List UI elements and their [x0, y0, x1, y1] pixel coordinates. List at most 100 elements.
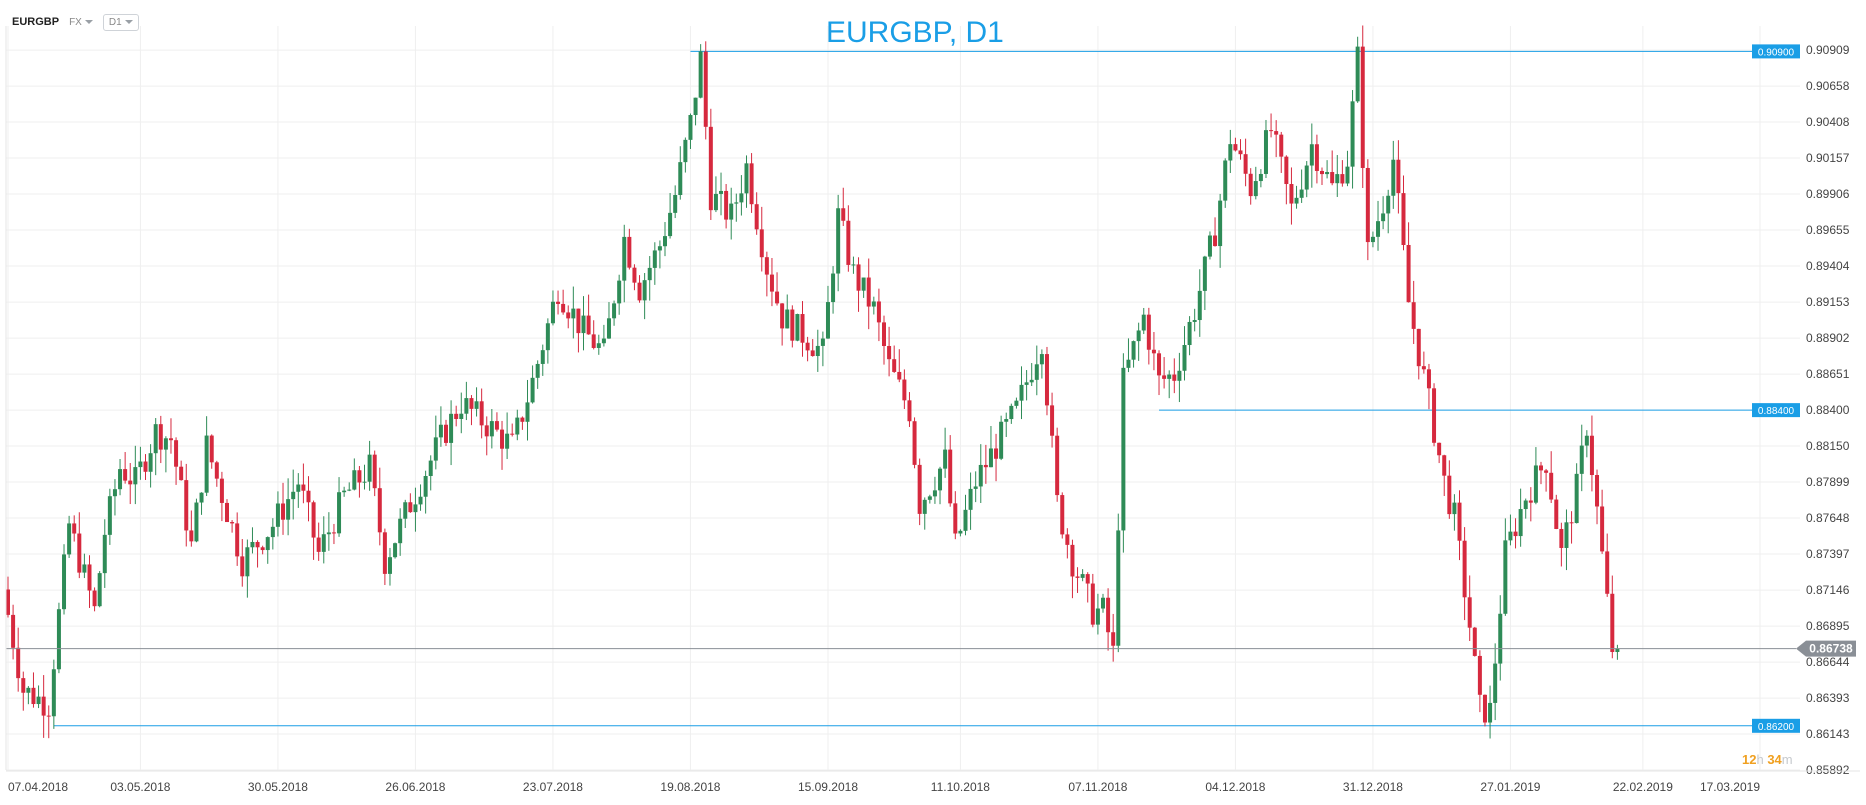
- candle-body: [1493, 663, 1498, 703]
- candle-body: [281, 503, 286, 520]
- bullish-candle: [1223, 158, 1228, 208]
- bearish-candle: [301, 463, 306, 504]
- bullish-candle: [1228, 129, 1233, 173]
- bullish-candle: [1024, 370, 1029, 401]
- bearish-candle: [179, 460, 184, 481]
- candle-body: [321, 534, 326, 552]
- candle-body: [418, 496, 423, 505]
- candle-body: [393, 543, 398, 558]
- bullish-candle: [1218, 193, 1223, 268]
- bullish-candle: [617, 274, 622, 315]
- candle-body: [876, 301, 881, 323]
- bullish-candle: [1309, 123, 1314, 188]
- bearish-candle: [1172, 358, 1177, 394]
- bullish-candle: [1335, 155, 1340, 197]
- candle-body: [510, 433, 515, 435]
- candle-body: [489, 421, 494, 437]
- bullish-candle: [1584, 430, 1589, 458]
- bullish-candle: [1376, 200, 1381, 251]
- candle-body: [1482, 694, 1487, 723]
- candle-body: [871, 301, 876, 307]
- candle-body: [245, 547, 250, 577]
- candle-body: [26, 687, 31, 693]
- level-label: 0.88400: [1758, 406, 1795, 417]
- candle-body: [163, 438, 168, 450]
- candle-body: [780, 303, 785, 329]
- candle-body: [1050, 405, 1055, 436]
- candle-body: [474, 401, 479, 409]
- bullish-candle: [489, 408, 494, 449]
- y-tick-label: 0.89153: [1806, 295, 1850, 309]
- candle-body: [719, 190, 724, 194]
- candle-body: [1263, 130, 1268, 174]
- bullish-candle: [678, 146, 683, 200]
- candle-body: [1101, 597, 1105, 609]
- bullish-candle: [286, 478, 291, 536]
- bearish-candle: [11, 604, 16, 660]
- candle-body: [255, 541, 260, 548]
- candle-body: [1304, 165, 1309, 190]
- market-dropdown[interactable]: FX: [69, 17, 93, 28]
- candle-body: [1421, 366, 1426, 370]
- candle-body: [856, 264, 861, 291]
- candle-body: [525, 402, 530, 422]
- candle-body: [494, 421, 499, 430]
- bearish-candle: [897, 349, 902, 383]
- candle-body: [994, 448, 999, 459]
- candle-body: [331, 532, 336, 534]
- bullish-candle: [1202, 255, 1207, 311]
- candle-body: [759, 229, 764, 258]
- candle-body: [148, 453, 153, 472]
- bullish-candle: [107, 488, 112, 545]
- bullish-candle: [999, 415, 1004, 461]
- bearish-candle: [561, 289, 566, 315]
- candle-body: [1233, 144, 1238, 151]
- candle-body: [927, 496, 932, 500]
- bullish-candle: [26, 686, 31, 705]
- x-tick-label: 07.04.2018: [8, 780, 68, 794]
- bullish-candle: [138, 446, 143, 480]
- bearish-candle: [1320, 167, 1324, 186]
- candle-body: [21, 678, 26, 693]
- bullish-candle: [1304, 161, 1309, 198]
- bearish-candle: [158, 415, 163, 464]
- bearish-candle: [591, 320, 596, 350]
- candle-body: [1121, 367, 1126, 531]
- bullish-candle: [540, 344, 545, 376]
- bullish-candle: [337, 477, 342, 537]
- bearish-candle: [1065, 528, 1070, 559]
- bullish-candle: [938, 466, 943, 505]
- bearish-candle: [769, 258, 774, 307]
- candle-body: [1432, 388, 1437, 443]
- x-tick-label: 30.05.2018: [248, 780, 308, 794]
- candle-body: [673, 195, 678, 213]
- bullish-candle: [1009, 403, 1014, 424]
- candle-body: [1549, 472, 1554, 500]
- bullish-candle: [464, 381, 469, 421]
- countdown-hours-unit: h: [1756, 752, 1764, 767]
- candle-body: [693, 97, 698, 116]
- chevron-down-icon: [124, 20, 133, 24]
- candle-body: [1325, 172, 1330, 175]
- candle-body: [617, 280, 622, 304]
- bullish-candle: [1192, 308, 1197, 332]
- candle-body: [1075, 576, 1080, 578]
- bullish-candle: [1121, 353, 1126, 553]
- candle-body: [642, 280, 647, 301]
- bearish-candle: [1462, 527, 1467, 621]
- timeframe-dropdown[interactable]: D1: [102, 13, 139, 31]
- countdown-minutes-unit: m: [1781, 752, 1793, 767]
- candle-body: [1574, 473, 1579, 524]
- bullish-candle: [1615, 644, 1620, 660]
- candle-body: [1269, 130, 1274, 132]
- candle-body: [1452, 502, 1457, 515]
- bullish-candle: [596, 334, 601, 355]
- bearish-candle: [209, 434, 214, 469]
- bullish-candle: [118, 458, 123, 496]
- bearish-candle: [1070, 539, 1075, 599]
- candle-body: [225, 502, 229, 523]
- symbol-label[interactable]: EURGBP: [12, 16, 60, 28]
- candle-body: [1090, 583, 1095, 625]
- candle-body: [444, 424, 448, 443]
